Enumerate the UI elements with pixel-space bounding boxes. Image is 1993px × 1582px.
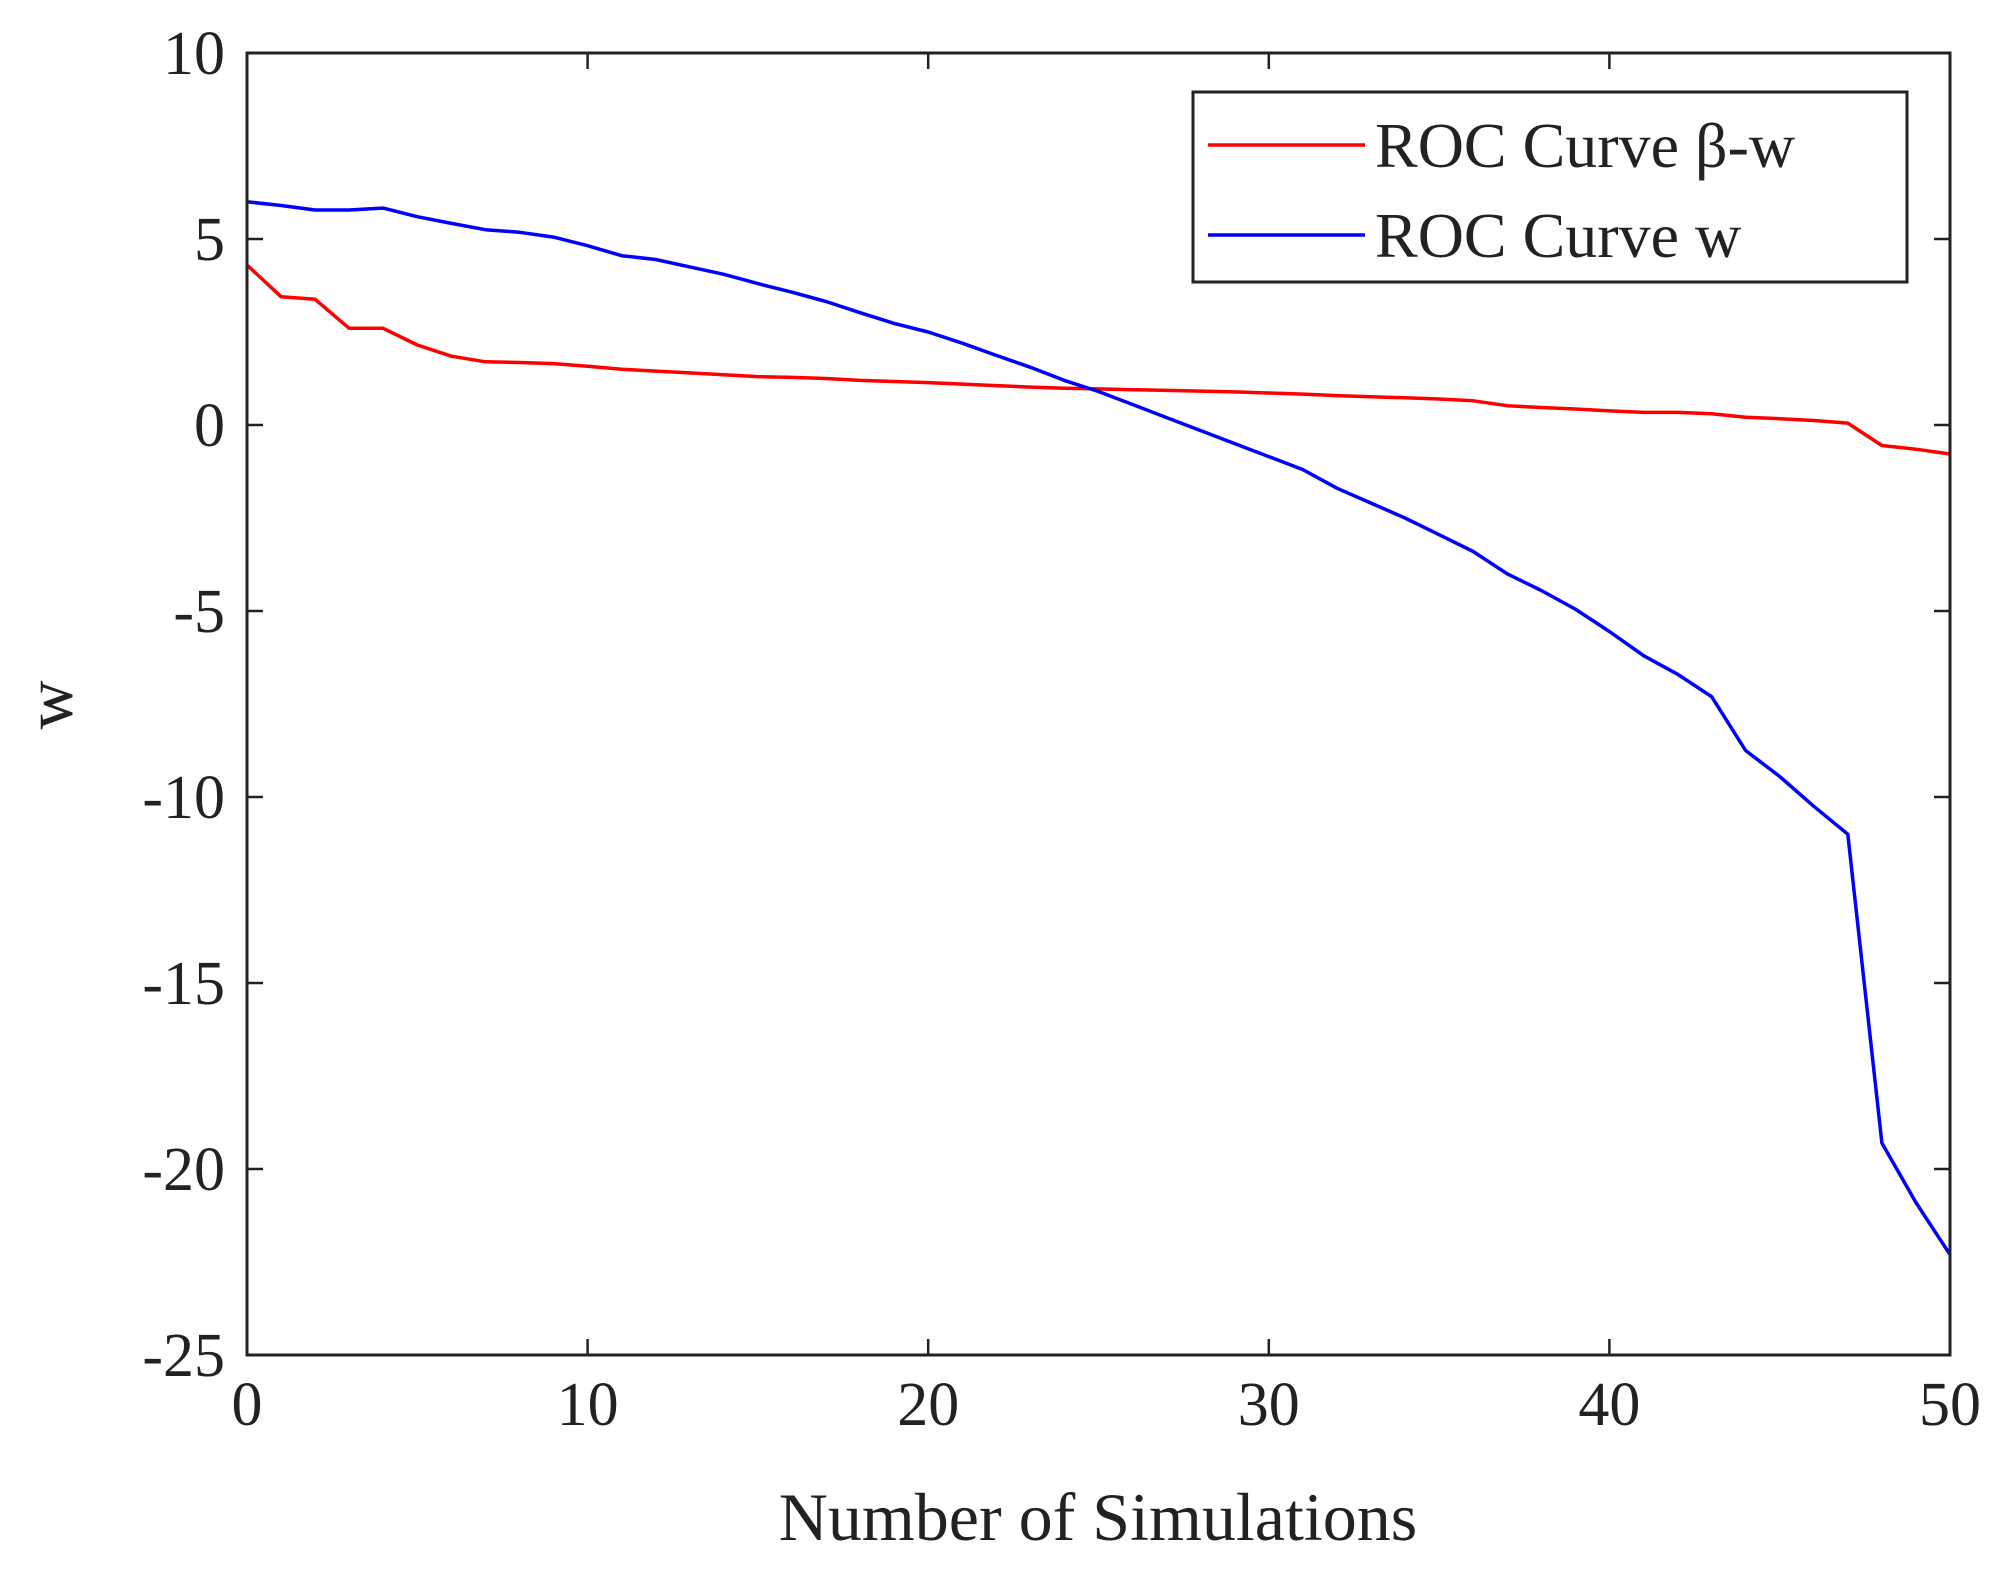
x-axis-title: Number of Simulations bbox=[779, 1479, 1417, 1555]
x-tick-label: 0 bbox=[232, 1371, 263, 1439]
x-tick-label: 20 bbox=[897, 1371, 959, 1439]
legend-box bbox=[1191, 90, 1909, 284]
x-tick-label: 50 bbox=[1919, 1371, 1981, 1439]
axis-labels: 0 10 20 30 40 50 -25 -20 -15 -10 -5 0 5 10 bbox=[142, 20, 1981, 1439]
x-tick-label: 40 bbox=[1578, 1371, 1640, 1439]
y-tick-label: 10 bbox=[163, 20, 225, 88]
series-line-2 bbox=[246, 200, 1952, 1256]
y-tick-label: -5 bbox=[173, 578, 225, 646]
legend: ROC Curve β-w ROC Curve w bbox=[1191, 90, 1909, 284]
y-tick-label: -20 bbox=[142, 1136, 225, 1204]
legend-label-2: ROC Curve w bbox=[1375, 200, 1741, 271]
x-tick-label: 30 bbox=[1238, 1371, 1300, 1439]
y-tick-label: -15 bbox=[142, 950, 225, 1018]
y-tick-label: 0 bbox=[194, 392, 225, 460]
x-tick-label: 10 bbox=[557, 1371, 619, 1439]
y-tick-label: -25 bbox=[142, 1322, 225, 1390]
legend-label-1: ROC Curve β-w bbox=[1375, 110, 1795, 181]
y-tick-label: -10 bbox=[142, 764, 225, 832]
series-line-1 bbox=[245, 263, 1951, 456]
y-axis-title: w bbox=[11, 680, 87, 729]
y-tick-label: 5 bbox=[194, 206, 225, 274]
axes-frame bbox=[245, 51, 1952, 1357]
plot-area bbox=[245, 200, 1952, 1256]
